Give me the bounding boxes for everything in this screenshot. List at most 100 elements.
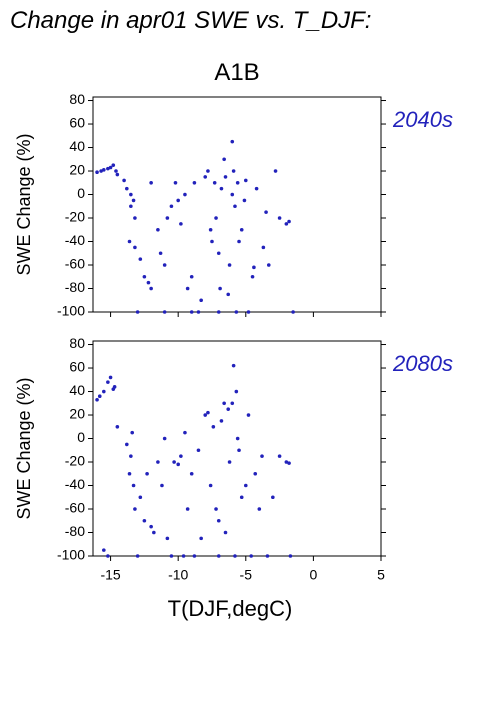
point xyxy=(179,222,183,226)
point xyxy=(227,460,232,464)
point xyxy=(156,227,160,232)
point xyxy=(102,168,106,172)
point xyxy=(226,407,231,411)
point xyxy=(131,483,136,488)
point xyxy=(252,265,256,270)
x-tick-label: -10 xyxy=(168,567,188,583)
y-tick-label: 40 xyxy=(69,382,85,398)
point xyxy=(233,554,237,558)
point xyxy=(243,178,248,183)
point xyxy=(125,186,129,191)
point xyxy=(257,507,262,511)
point xyxy=(284,222,289,226)
point xyxy=(179,454,183,458)
point xyxy=(146,280,151,285)
point xyxy=(149,286,153,291)
point xyxy=(260,454,264,458)
point xyxy=(129,454,133,458)
x-axis-label: T(DJF,degC) xyxy=(168,596,293,621)
point xyxy=(253,471,258,476)
point xyxy=(243,483,248,488)
point xyxy=(216,554,221,558)
y-tick-label: 20 xyxy=(69,162,85,178)
point xyxy=(203,175,208,179)
point xyxy=(97,394,102,399)
y-tick-label: 0 xyxy=(77,429,85,445)
point xyxy=(271,495,275,500)
y-tick-label: -80 xyxy=(65,523,85,539)
point xyxy=(277,454,282,458)
point xyxy=(222,157,226,162)
point xyxy=(142,518,147,523)
point xyxy=(135,554,140,558)
chart-subtitle: A1B xyxy=(214,59,259,86)
y-tick-label: 80 xyxy=(69,91,85,107)
point xyxy=(133,216,137,220)
point xyxy=(95,170,99,174)
point xyxy=(160,483,164,488)
point xyxy=(185,286,190,291)
point xyxy=(208,227,213,232)
point xyxy=(127,471,132,476)
point xyxy=(165,216,170,220)
point xyxy=(246,413,251,417)
point xyxy=(162,263,167,267)
point xyxy=(226,292,231,297)
point xyxy=(216,310,221,314)
point xyxy=(108,375,113,380)
point xyxy=(288,554,293,558)
point xyxy=(142,274,147,279)
point xyxy=(249,554,253,558)
y-tick-label: 20 xyxy=(69,406,85,422)
point xyxy=(235,180,240,185)
point xyxy=(277,216,282,220)
point xyxy=(156,460,160,464)
y-tick-label: -20 xyxy=(65,453,85,469)
point xyxy=(265,554,270,558)
point xyxy=(169,204,174,209)
point xyxy=(273,169,278,173)
point xyxy=(203,413,208,417)
point xyxy=(125,442,129,447)
point xyxy=(230,401,235,406)
y-tick-label: -100 xyxy=(57,303,85,319)
point xyxy=(208,483,213,488)
point xyxy=(287,219,291,224)
point xyxy=(165,536,170,541)
x-tick-label: -15 xyxy=(100,567,120,583)
point xyxy=(133,245,137,250)
y-tick-label: -60 xyxy=(65,500,85,516)
point xyxy=(106,166,110,171)
point xyxy=(196,448,201,453)
point xyxy=(129,204,133,209)
panel-label: 2080s xyxy=(392,351,453,376)
y-tick-label: -60 xyxy=(65,256,85,272)
plot-frame xyxy=(92,340,382,557)
point xyxy=(287,461,291,465)
point xyxy=(214,216,218,220)
point xyxy=(239,227,244,232)
point xyxy=(169,554,174,558)
point xyxy=(130,430,135,435)
point xyxy=(196,310,201,314)
point xyxy=(145,471,149,476)
point xyxy=(131,198,136,203)
point xyxy=(234,310,239,314)
point xyxy=(223,530,228,535)
point xyxy=(216,518,221,523)
point xyxy=(192,554,197,558)
point xyxy=(102,548,106,552)
y-tick-label: 40 xyxy=(69,138,85,154)
point xyxy=(99,169,103,173)
point xyxy=(127,239,132,244)
x-tick-label: -5 xyxy=(240,567,253,583)
point xyxy=(189,274,194,279)
point xyxy=(162,310,167,314)
point xyxy=(227,263,232,267)
point xyxy=(254,186,259,191)
point xyxy=(230,139,235,144)
y-tick-label: -20 xyxy=(65,209,85,225)
y-tick-label: 80 xyxy=(69,335,85,351)
